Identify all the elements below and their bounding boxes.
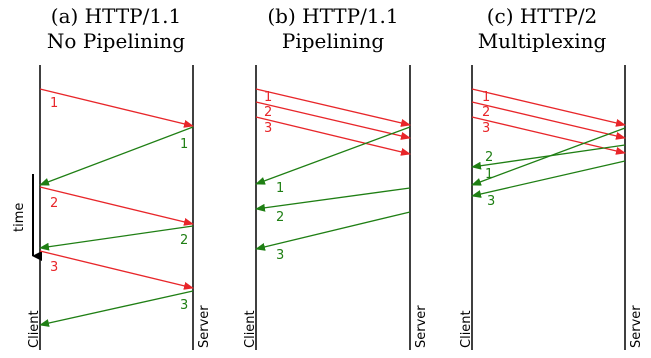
request-arrow — [255, 88, 411, 127]
panel-subtitle: Pipelining — [282, 29, 384, 53]
request-label: 1 — [482, 90, 490, 105]
server-label: Server — [414, 305, 429, 348]
request-label: 2 — [264, 105, 272, 120]
response-label: 2 — [485, 150, 493, 165]
request-arrow — [471, 116, 626, 155]
time-label: time — [12, 203, 27, 232]
request-arrow — [39, 88, 194, 128]
request-arrow — [39, 186, 194, 226]
client-label: Client — [243, 310, 258, 348]
response-arrow — [255, 126, 411, 185]
request-arrow — [39, 250, 194, 290]
panel-title: (a) HTTP/1.1 — [51, 4, 181, 28]
request-arrow — [255, 116, 411, 156]
response-label: 3 — [180, 298, 188, 313]
request-label: 1 — [50, 96, 58, 111]
response-arrow — [255, 187, 411, 212]
client-label: Client — [459, 310, 474, 348]
response-label: 3 — [276, 248, 284, 263]
response-arrow — [39, 290, 194, 327]
panel-title: (b) HTTP/1.1 — [267, 4, 398, 28]
request-arrow — [471, 88, 626, 127]
panel-no-pipelining: (a) HTTP/1.1 No Pipelining Client Server… — [12, 4, 212, 350]
response-arrow — [39, 126, 194, 186]
server-label: Server — [197, 305, 212, 348]
response-label: 3 — [487, 194, 495, 209]
request-label: 1 — [264, 90, 272, 105]
request-label: 2 — [482, 105, 490, 120]
response-arrow — [255, 211, 411, 251]
request-arrow — [471, 101, 626, 140]
response-arrow — [39, 225, 194, 251]
client-label: Client — [27, 310, 42, 348]
response-arrow — [471, 160, 626, 198]
panel-subtitle: Multiplexing — [478, 29, 607, 53]
response-label: 2 — [180, 233, 188, 248]
request-label: 3 — [50, 260, 58, 275]
response-label: 1 — [485, 167, 493, 182]
response-label: 1 — [276, 181, 284, 196]
response-label: 1 — [180, 137, 188, 152]
panel-multiplexing: (c) HTTP/2 Multiplexing Client Server 1 … — [459, 4, 644, 350]
request-arrow — [255, 101, 411, 140]
request-label: 3 — [482, 121, 490, 136]
server-label: Server — [629, 305, 644, 348]
request-label: 3 — [264, 121, 272, 136]
panel-title: (c) HTTP/2 — [487, 4, 598, 28]
panel-subtitle: No Pipelining — [47, 29, 185, 53]
response-arrow — [471, 127, 626, 186]
request-label: 2 — [50, 196, 58, 211]
response-label: 2 — [276, 210, 284, 225]
panel-pipelining: (b) HTTP/1.1 Pipelining Client Server 1 … — [243, 4, 429, 350]
